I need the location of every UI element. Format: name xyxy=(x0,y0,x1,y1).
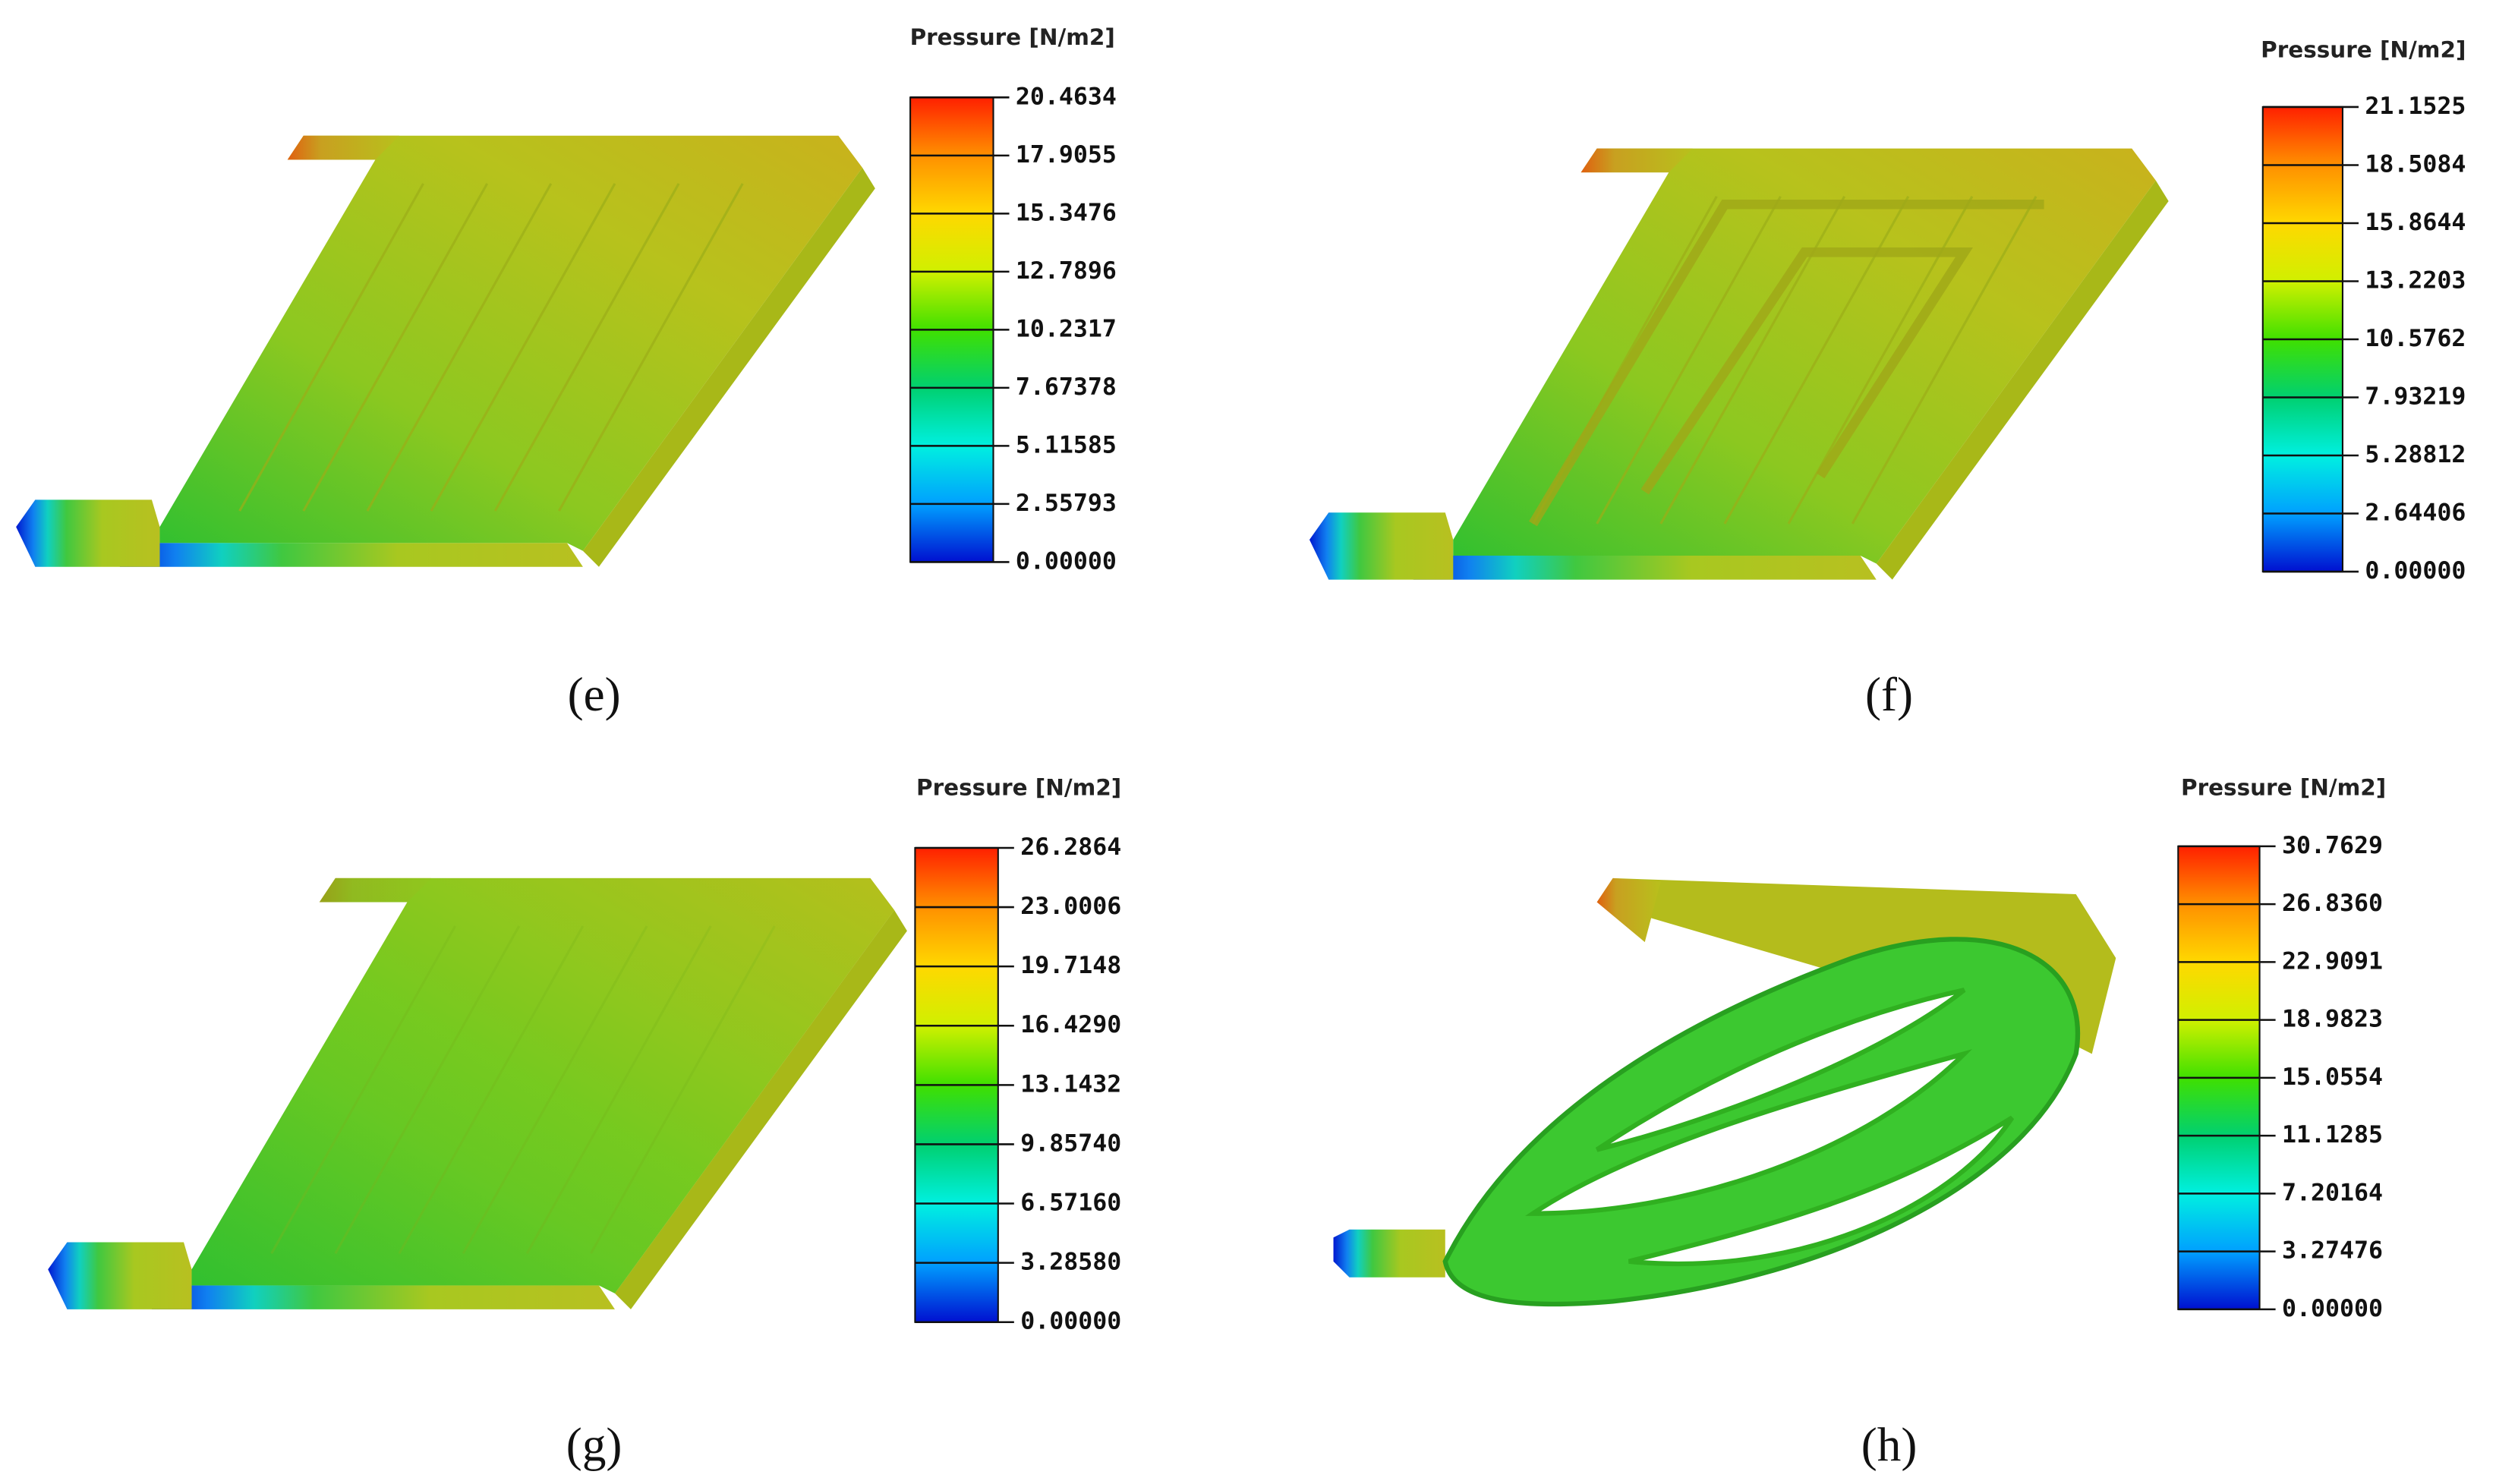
tick-label: 6.57160 xyxy=(1020,1189,1121,1217)
tick-label: 21.1525 xyxy=(2365,93,2466,120)
model-render xyxy=(14,134,877,569)
tick-label: 0.00000 xyxy=(2365,557,2466,584)
tick-label: 3.28580 xyxy=(1020,1249,1121,1276)
tick-label: 15.0554 xyxy=(2282,1063,2383,1091)
tick-label: 23.0006 xyxy=(1020,893,1121,920)
tick-label: 26.2864 xyxy=(1020,833,1121,861)
legend-title: Pressure [N/m2] xyxy=(2261,37,2466,63)
panel-label: (f) xyxy=(1865,668,1913,721)
tick-label: 18.5084 xyxy=(2365,150,2466,178)
tick-label: 17.9055 xyxy=(1016,141,1117,169)
legend-title: Pressure [N/m2] xyxy=(2181,775,2386,801)
tick-label: 12.7896 xyxy=(1016,257,1117,285)
tick-label: 2.64406 xyxy=(2365,499,2466,527)
model-render xyxy=(46,877,909,1311)
tick-label: 2.55793 xyxy=(1016,490,1117,517)
tick-label: 7.20164 xyxy=(2282,1179,2383,1206)
tick-label: 18.9823 xyxy=(2282,1006,2383,1033)
panel-label: (h) xyxy=(1861,1419,1918,1472)
tick-label: 30.7629 xyxy=(2282,832,2383,859)
tick-label: 7.67378 xyxy=(1016,373,1117,401)
tick-label: 3.27476 xyxy=(2282,1237,2383,1265)
tick-label: 20.4634 xyxy=(1016,83,1117,110)
tick-label: 13.2203 xyxy=(2365,266,2466,294)
model-render xyxy=(1308,147,2170,581)
tick-label: 0.00000 xyxy=(1016,547,1117,575)
channel-pattern xyxy=(1529,199,2044,527)
tick-label: 26.8360 xyxy=(2282,890,2383,917)
tick-label: 15.3476 xyxy=(1016,199,1117,226)
tick-label: 10.5762 xyxy=(2365,325,2466,352)
tick-label: 22.9091 xyxy=(2282,947,2383,975)
model-render xyxy=(1333,877,2116,1307)
panel-label: (e) xyxy=(568,668,621,721)
tick-label: 0.00000 xyxy=(2282,1295,2383,1322)
legend-title: Pressure [N/m2] xyxy=(916,775,1121,801)
tick-label: 9.85740 xyxy=(1020,1130,1121,1157)
tick-label: 5.11585 xyxy=(1016,431,1117,458)
tick-label: 16.4290 xyxy=(1020,1011,1121,1038)
tick-label: 13.1432 xyxy=(1020,1070,1121,1098)
tick-label: 10.2317 xyxy=(1016,315,1117,342)
tick-label: 5.28812 xyxy=(2365,441,2466,468)
tick-label: 19.7148 xyxy=(1020,952,1121,979)
tick-label: 0.00000 xyxy=(1020,1308,1121,1335)
legend-title: Pressure [N/m2] xyxy=(910,24,1115,50)
tick-label: 11.1285 xyxy=(2282,1121,2383,1148)
tick-label: 7.93219 xyxy=(2365,383,2466,411)
tick-label: 15.8644 xyxy=(2365,209,2466,236)
panel-label: (g) xyxy=(566,1419,622,1472)
